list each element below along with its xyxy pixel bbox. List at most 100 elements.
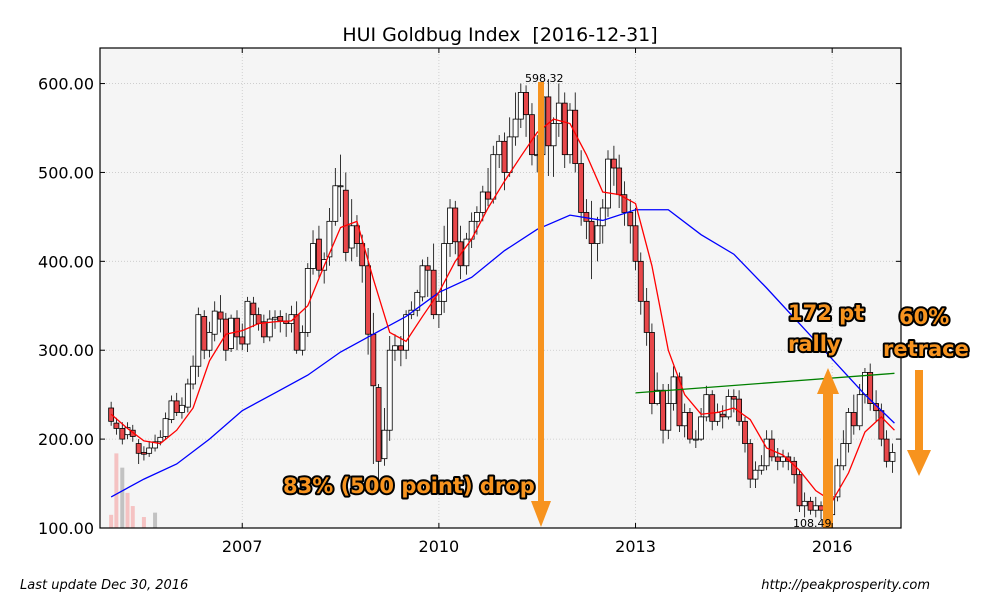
volume-bar (120, 467, 125, 528)
candle-body (162, 418, 169, 437)
annotations: 598.32 108.49 83% (500 point) drop 172 p… (281, 72, 971, 530)
candle-body (447, 207, 453, 244)
y-tick-label: 400.00 (38, 252, 94, 271)
candle-body (293, 314, 300, 351)
candle-body (479, 191, 486, 213)
candle-body (599, 207, 606, 227)
candle-body (310, 243, 316, 269)
candle-body (649, 332, 655, 404)
candle-body (517, 92, 524, 120)
candle-body (703, 394, 710, 418)
candle-body (834, 465, 841, 498)
candle-body (337, 185, 344, 188)
low-label: 108.49 (793, 517, 832, 530)
rally-label-line1: 172 pt (788, 301, 864, 325)
x-tick-label: 2010 (419, 537, 460, 556)
candle-body (747, 443, 754, 480)
candle-body (621, 194, 628, 213)
y-tick-label: 600.00 (38, 75, 94, 94)
candle-body (332, 185, 339, 222)
y-tick-label: 500.00 (38, 163, 94, 182)
candle-body (381, 429, 388, 460)
short-moving-average-line (110, 118, 895, 503)
candle-body (665, 403, 672, 431)
candle-body (435, 300, 442, 316)
trend-line (635, 372, 895, 394)
y-tick-label: 200.00 (38, 430, 94, 449)
candle-body (709, 394, 716, 422)
candle-body (119, 428, 126, 440)
y-tick-label: 300.00 (38, 341, 94, 360)
chart-title: HUI Goldbug Index [2016-12-31] (342, 24, 657, 46)
retrace-arrow (907, 370, 931, 476)
candle-body (490, 154, 497, 200)
candle-body (654, 389, 661, 404)
candle-body (692, 438, 699, 441)
candle-body (850, 412, 857, 427)
candle-body (698, 416, 704, 440)
candle-body (424, 265, 431, 271)
candle-body (616, 167, 623, 196)
candle-body (474, 212, 480, 222)
candle-body (714, 412, 721, 422)
candle-body (299, 332, 306, 351)
candle-body (610, 158, 617, 169)
candle-body (889, 452, 896, 462)
candle-body (637, 260, 644, 302)
candle-body (567, 109, 573, 156)
candle-body (529, 114, 535, 156)
candle-body (190, 365, 196, 385)
candle-body (555, 102, 562, 124)
candle-body (840, 443, 847, 467)
candle-body (326, 220, 333, 258)
candle-body (234, 317, 240, 338)
candle-body (687, 412, 693, 440)
candle-body (157, 436, 164, 443)
candle-body (812, 505, 819, 511)
candle-body (883, 438, 890, 462)
candle-body (365, 265, 371, 335)
candle-body (403, 314, 410, 351)
candle-body (818, 505, 824, 511)
volume-bar (153, 512, 158, 528)
candle-body (184, 383, 191, 408)
candle-body (594, 225, 601, 244)
candle-body (578, 163, 585, 213)
candle-body (730, 396, 737, 400)
volume-bar (130, 506, 135, 528)
candle-body (774, 456, 781, 462)
candle-body (742, 420, 748, 444)
peak-label: 598.32 (525, 72, 564, 85)
x-tick-label: 2016 (812, 537, 853, 556)
plot-area (100, 48, 901, 528)
candle-body (179, 404, 185, 413)
retrace-label-line1: 60% (899, 305, 949, 329)
candle-body (146, 447, 153, 454)
candle-body (441, 243, 448, 302)
source-url-text: http://peakprosperity.com (761, 578, 930, 593)
candle-body (452, 207, 459, 243)
candle-body (496, 140, 503, 156)
candle-body (359, 243, 366, 267)
candle-body (752, 469, 759, 480)
candle-body (217, 311, 224, 320)
candle-body (392, 345, 398, 351)
candle-body (768, 438, 775, 458)
drop-arrow (531, 82, 551, 527)
candle-body (512, 118, 519, 138)
candle-body (397, 345, 404, 351)
rally-label-line2: rally (788, 332, 841, 356)
candle-body (878, 410, 885, 440)
volume-bars (109, 453, 158, 528)
candle-body (141, 452, 147, 455)
candle-body (342, 189, 349, 253)
last-update-text: Last update Dec 30, 2016 (20, 578, 189, 593)
candle-body (375, 387, 382, 462)
candle-body (632, 225, 639, 262)
candle-body (758, 465, 765, 471)
candle-body (485, 191, 491, 200)
candle-body (370, 333, 377, 387)
candle-body (348, 225, 355, 249)
candle-body (796, 474, 803, 507)
